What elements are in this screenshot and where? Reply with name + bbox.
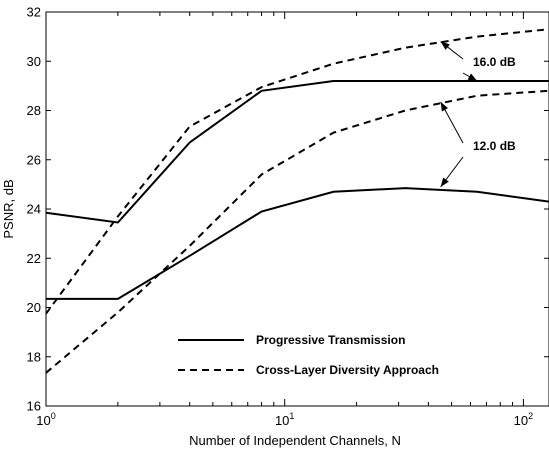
y-tick-label: 20 — [27, 300, 41, 315]
tick-marks — [45, 11, 549, 407]
snr-annotation: 12.0 dB — [473, 139, 516, 153]
tick-labels: 16 18 20 22 24 26 28 30 32 100 101 102 — [27, 5, 534, 429]
x-tick-label: 102 — [514, 411, 533, 428]
annotation-arrowhead — [440, 41, 450, 50]
y-tick-label: 32 — [27, 5, 41, 20]
x-tick-label: 101 — [275, 411, 294, 428]
series-layer — [45, 28, 549, 374]
x-axis-label: Number of Independent Channels, N — [189, 433, 401, 448]
x-tick-label: 100 — [36, 411, 55, 428]
legend-label: Cross-Layer Diversity Approach — [256, 363, 439, 377]
annotations: 16.0 dB 12.0 dB — [440, 41, 516, 188]
legend: Progressive Transmission Cross-Layer Dive… — [178, 333, 439, 377]
y-tick-label: 26 — [27, 152, 41, 167]
series-line-cross-layer-120 — [45, 89, 549, 374]
series-line-progressive-120 — [46, 187, 549, 300]
annotation-arrowhead — [440, 101, 449, 112]
y-tick-label: 22 — [27, 251, 41, 266]
y-axis-label: PSNR, dB — [1, 179, 16, 238]
y-tick-label: 16 — [27, 399, 41, 414]
legend-label: Progressive Transmission — [256, 333, 405, 347]
series-line-progressive-160 — [45, 80, 549, 224]
snr-annotation: 16.0 dB — [473, 55, 516, 69]
annotation-arrowhead — [467, 73, 478, 81]
y-tick-label: 30 — [27, 54, 41, 69]
annotation-arrowhead — [440, 177, 449, 187]
y-tick-label: 24 — [27, 202, 41, 217]
y-tick-label: 28 — [27, 103, 41, 118]
y-tick-label: 18 — [27, 349, 41, 364]
